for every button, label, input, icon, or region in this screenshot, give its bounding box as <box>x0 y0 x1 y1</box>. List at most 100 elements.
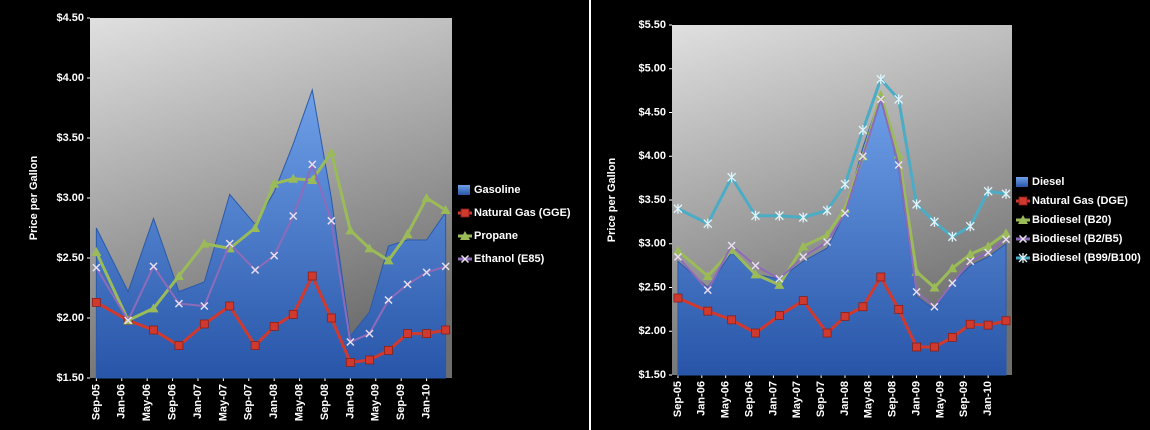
marker <box>289 211 298 221</box>
legend-swatch <box>1016 177 1028 187</box>
marker <box>307 175 318 184</box>
marker <box>703 218 713 229</box>
legend-label: Gasoline <box>474 184 520 196</box>
marker <box>384 345 393 355</box>
marker <box>174 299 183 308</box>
marker <box>1001 188 1011 199</box>
marker <box>365 329 374 338</box>
marker <box>775 274 784 283</box>
y-tick-label: $4.50 <box>56 12 84 24</box>
x-tick-label: May-06 <box>141 384 153 421</box>
marker <box>1018 215 1028 224</box>
x-tick-label: May-07 <box>791 381 803 418</box>
x-tick-label: May-08 <box>293 384 305 421</box>
marker <box>1001 228 1012 238</box>
legend-label: Natural Gas (GGE) <box>474 207 571 219</box>
y-tick-label: $2.50 <box>638 281 666 293</box>
marker <box>672 245 683 255</box>
marker <box>948 279 957 288</box>
x-tick-label: Jan-10 <box>421 384 433 419</box>
legend-label: Biodiesel (B20) <box>1032 214 1112 226</box>
marker <box>345 357 355 367</box>
marker <box>288 309 298 319</box>
marker <box>364 243 375 253</box>
x-tick-label: Sep-06 <box>743 381 755 417</box>
marker <box>326 147 337 157</box>
x-tick-label: Sep-07 <box>815 381 827 417</box>
marker <box>774 311 784 320</box>
marker <box>384 295 393 305</box>
marker <box>327 216 336 225</box>
legend-label: Biodiesel (B99/B100) <box>1032 252 1141 264</box>
marker <box>346 337 355 347</box>
x-tick-label: Sep-06 <box>166 384 178 420</box>
area <box>95 88 447 379</box>
marker <box>308 160 317 169</box>
marker <box>1018 234 1028 244</box>
marker <box>1001 316 1011 326</box>
marker <box>858 152 867 161</box>
marker <box>199 319 209 329</box>
x-tick-label: Jan-09 <box>910 381 922 416</box>
y-tick-label: $5.00 <box>638 63 666 75</box>
marker <box>965 221 975 232</box>
x-tick-label: Jan-08 <box>839 381 851 416</box>
marker <box>421 193 432 202</box>
marker <box>383 255 394 265</box>
y-tick-label: $2.50 <box>56 252 84 264</box>
marker <box>422 268 431 277</box>
x-tick-label: May-09 <box>370 384 382 421</box>
marker <box>1018 196 1028 206</box>
marker <box>148 303 159 313</box>
y-tick-label: $3.00 <box>638 238 666 250</box>
marker <box>460 231 470 240</box>
x-tick-label: Sep-05 <box>672 381 684 417</box>
x-tick-label: Sep-09 <box>958 381 970 417</box>
marker <box>91 297 101 307</box>
marker <box>947 332 957 342</box>
marker <box>876 272 886 282</box>
marker <box>200 301 209 311</box>
x-tick-label: Jan-10 <box>982 381 994 416</box>
marker <box>727 315 737 325</box>
marker <box>441 262 450 271</box>
marker <box>149 262 158 271</box>
marker <box>702 271 713 281</box>
legend-label: Propane <box>474 230 518 242</box>
marker <box>929 216 939 227</box>
marker <box>1002 235 1011 244</box>
marker <box>965 319 975 329</box>
marker <box>307 271 317 281</box>
marker <box>751 210 760 221</box>
x-tick-label: Jan-07 <box>767 381 779 416</box>
marker <box>92 263 101 272</box>
marker <box>173 271 184 280</box>
marker <box>460 254 470 264</box>
marker <box>91 247 102 256</box>
x-tick-label: May-06 <box>720 381 732 418</box>
y-tick-label: $4.00 <box>56 72 84 84</box>
marker <box>673 203 683 214</box>
marker <box>225 239 234 248</box>
marker <box>774 210 784 221</box>
x-tick-label: Sep-09 <box>395 384 407 420</box>
y-axis-title: Price per Gallon <box>28 156 40 241</box>
marker <box>929 282 940 292</box>
marker <box>673 252 682 261</box>
x-tick-label: May-09 <box>934 381 946 418</box>
y-tick-label: $2.00 <box>56 312 84 324</box>
x-tick-label: Sep-05 <box>90 384 102 420</box>
y-axis-title: Price per Gallon <box>606 158 618 243</box>
marker <box>422 329 431 339</box>
marker <box>840 179 850 190</box>
marker <box>912 199 922 210</box>
legend-label: Biodiesel (B2/B5) <box>1032 233 1123 245</box>
x-tick-label: Jan-06 <box>116 384 128 419</box>
x-tick-label: Sep-08 <box>319 384 331 420</box>
marker <box>365 355 374 365</box>
marker <box>876 95 885 104</box>
marker <box>858 302 868 312</box>
y-tick-label: $2.00 <box>638 325 666 337</box>
y-tick-label: $4.50 <box>638 106 666 118</box>
marker <box>403 329 412 339</box>
